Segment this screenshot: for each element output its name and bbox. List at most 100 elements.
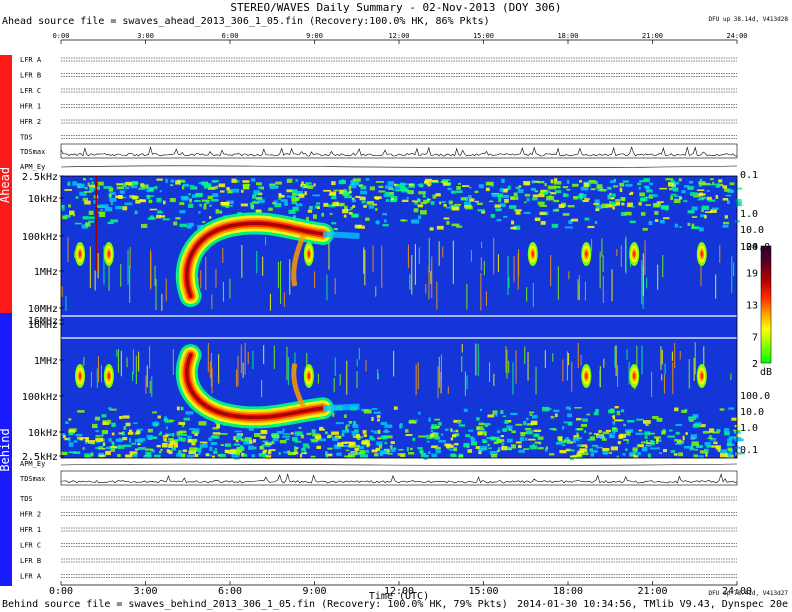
ahead-lowfreq-noise (698, 184, 702, 187)
behind-lowfreq-noise (248, 445, 254, 450)
ahead-burst (103, 242, 114, 266)
behind-lowfreq-noise (102, 421, 110, 425)
behind-lowfreq-noise (465, 434, 470, 437)
ahead-lowfreq-noise (627, 202, 633, 208)
ahead-lowfreq-noise (251, 178, 256, 182)
ahead-lowfreq-noise (411, 219, 420, 224)
ahead-indicator-bar (0, 55, 12, 313)
ahead-burst-layer (78, 250, 82, 258)
ahead-lowfreq-noise (517, 189, 524, 193)
behind-streak (207, 343, 209, 373)
ahead-lowfreq-noise (544, 182, 547, 187)
ahead-lowfreq-noise (648, 220, 653, 226)
behind-lowfreq-noise (496, 439, 505, 442)
ahead-lowfreq-noise (413, 208, 419, 213)
behind-lowfreq-noise (663, 449, 667, 453)
ahead-lowfreq-noise (375, 207, 378, 211)
behind-major-event-secondary (291, 363, 306, 408)
ahead-lowfreq-noise (350, 180, 358, 186)
behind-lowfreq-noise (300, 453, 303, 458)
behind-streak (393, 350, 395, 377)
ahead-lowfreq-noise (339, 189, 345, 195)
ahead-streak (411, 255, 413, 295)
behind-streak (615, 345, 617, 377)
behind-lowfreq-noise (612, 421, 616, 425)
ahead-streak (283, 292, 285, 308)
behind-lowfreq-noise (515, 423, 523, 426)
behind-lowfreq-noise (705, 452, 708, 457)
behind-lowfreq-noise (511, 444, 516, 449)
behind-lowfreq-noise (188, 450, 197, 455)
ahead-streak (601, 238, 603, 257)
behind-lowfreq-noise (633, 450, 638, 454)
behind-lowfreq-noise (168, 438, 174, 441)
behind-lowfreq-noise (406, 447, 409, 452)
ahead-freq-tick-label: 10MHz (28, 304, 58, 315)
behind-streak (703, 346, 705, 373)
ahead-streak (103, 245, 105, 285)
ahead-lowfreq-noise (621, 202, 625, 206)
behind-lowfreq-noise (341, 441, 348, 444)
ahead-lowfreq-noise (622, 180, 629, 183)
behind-lowfreq-noise (463, 408, 468, 412)
ahead-tdsmax-frame (60, 143, 738, 159)
ahead-lowfreq-noise (513, 225, 521, 230)
ahead-streak (508, 276, 510, 288)
behind-lowfreq-noise (212, 432, 221, 435)
ahead-lowfreq-noise (408, 183, 414, 186)
behind-streak (242, 362, 244, 378)
ahead-lowfreq-noise (401, 199, 409, 202)
behind-right-tick-label: 0.1 (740, 445, 758, 456)
ahead-lowfreq-noise (431, 179, 439, 182)
ahead-lowfreq-noise (656, 201, 664, 203)
ahead-lowfreq-noise (638, 186, 641, 190)
ahead-streak (642, 253, 644, 297)
ahead-lowfreq-noise (355, 195, 361, 198)
ahead-lowfreq-noise (209, 216, 212, 219)
ahead-lowfreq-noise (146, 194, 151, 200)
ahead-lowfreq-noise (79, 191, 87, 196)
ahead-burst (696, 242, 707, 266)
ahead-streak (381, 245, 383, 289)
behind-lowfreq-noise (109, 446, 117, 449)
ahead-lowfreq-noise (670, 195, 673, 201)
behind-lowfreq-noise (117, 444, 125, 449)
ahead-lowfreq-noise (501, 178, 505, 183)
behind-lowfreq-noise (374, 453, 379, 457)
behind-lowfreq-noise (348, 442, 356, 445)
ahead-lowfreq-noise (661, 205, 669, 210)
ahead-lowfreq-noise (188, 193, 191, 196)
ahead-streak (222, 282, 224, 302)
behind-lowfreq-noise (734, 430, 737, 434)
behind-lowfreq-noise (268, 449, 276, 452)
ahead-lowfreq-noise (160, 215, 165, 218)
behind-lowfreq-noise (220, 444, 225, 446)
ahead-lowfreq-noise (654, 219, 659, 222)
behind-lowfreq-noise (294, 447, 299, 450)
ahead-lowfreq-noise (579, 193, 584, 195)
ahead-lowfreq-noise (85, 222, 91, 227)
behind-lowfreq-noise (288, 453, 296, 456)
behind-lowfreq-noise (681, 440, 685, 444)
ahead-lowfreq-noise (454, 203, 461, 206)
ahead-streak (94, 270, 96, 291)
top-time-tick-label: 0:00 (53, 32, 70, 40)
behind-lowfreq-noise (698, 455, 704, 458)
ahead-lowfreq-noise (729, 189, 733, 193)
behind-lowfreq-noise (555, 413, 558, 418)
behind-lowfreq-noise (225, 443, 231, 447)
behind-lowfreq-noise (95, 430, 99, 433)
behind-lowfreq-noise (345, 449, 350, 452)
behind-lowfreq-noise (448, 448, 457, 451)
behind-lowfreq-noise (133, 453, 138, 458)
behind-lowfreq-noise (549, 428, 556, 430)
behind-lowfreq-noise (86, 455, 89, 458)
ahead-lowfreq-noise (360, 185, 367, 190)
behind-lowfreq-noise (567, 413, 572, 418)
ahead-freq-tick-label: 10kHz (28, 194, 58, 205)
behind-lowfreq-noise (122, 437, 128, 441)
behind-lowfreq-noise (480, 445, 488, 451)
behind-lowfreq-noise (724, 428, 730, 433)
behind-lowfreq-noise (616, 410, 620, 414)
ahead-lowfreq-noise (115, 205, 123, 210)
